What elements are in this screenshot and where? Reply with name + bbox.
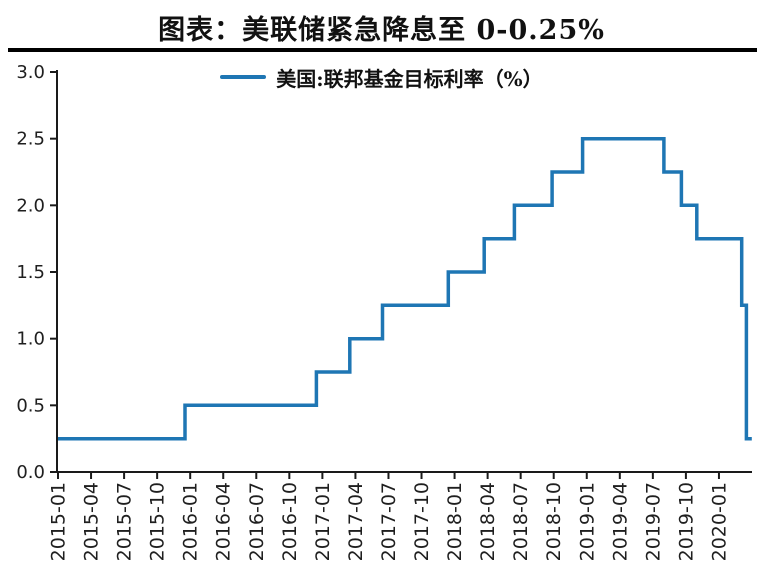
y-tick-label: 0.0 <box>16 462 45 483</box>
x-tick-label: 2018-01 <box>444 482 466 561</box>
x-tick-label: 2015-07 <box>114 482 136 561</box>
x-tick-label: 2020-01 <box>708 482 730 561</box>
legend: 美国:联邦基金目标利率（%） <box>0 63 763 91</box>
x-tick-label: 2016-04 <box>213 482 235 561</box>
y-tick-label: 3.0 <box>16 62 45 83</box>
x-tick-label: 2016-07 <box>246 482 268 561</box>
title-divider <box>8 48 757 52</box>
x-tick-label: 2016-10 <box>279 482 301 561</box>
x-tick-label: 2019-10 <box>675 482 697 561</box>
y-tick-label: 1.0 <box>16 329 45 350</box>
x-tick-label: 2015-10 <box>147 482 169 561</box>
x-tick-label: 2018-04 <box>477 482 499 561</box>
y-tick-label: 2.0 <box>16 195 45 216</box>
legend-line-swatch <box>220 75 267 79</box>
rate-step-line <box>58 136 752 441</box>
x-tick-label: 2017-10 <box>411 482 433 561</box>
x-tick-label: 2019-07 <box>642 482 664 561</box>
x-tick-label: 2015-01 <box>48 482 70 561</box>
y-tick-label: 1.5 <box>16 262 45 283</box>
x-tick-label: 2016-01 <box>180 482 202 561</box>
y-tick-label: 0.5 <box>16 395 45 416</box>
chart-title: 图表：美联储紧急降息至 0-0.25% <box>158 15 605 46</box>
y-tick-label: 2.5 <box>16 129 45 150</box>
x-tick-label: 2017-07 <box>378 482 400 561</box>
x-tick-label: 2015-04 <box>81 482 103 561</box>
x-tick-label: 2017-04 <box>345 482 367 561</box>
x-tick-label: 2017-01 <box>312 482 334 561</box>
x-tick-label: 2019-01 <box>576 482 598 561</box>
legend-label: 美国:联邦基金目标利率（%） <box>276 66 543 91</box>
x-tick-label: 2018-07 <box>510 482 532 561</box>
x-tick-label: 2018-10 <box>543 482 565 561</box>
x-tick-label: 2019-04 <box>609 482 631 561</box>
